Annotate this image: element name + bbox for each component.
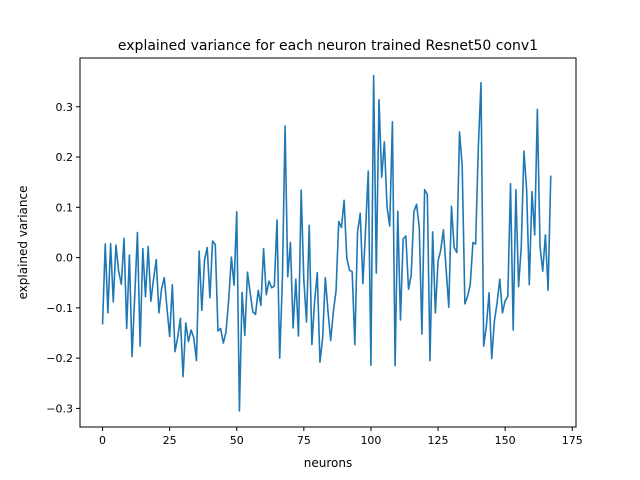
x-tick-label: 50 — [230, 434, 244, 447]
y-tick-label: 0.3 — [56, 101, 74, 114]
y-tick-label: 0.1 — [56, 201, 74, 214]
y-axis-label: explained variance — [16, 186, 30, 300]
plot-frame — [79, 57, 577, 428]
x-tick-label: 150 — [495, 434, 516, 447]
x-axis-label: neurons — [304, 456, 352, 470]
y-tick-label: 0.2 — [56, 151, 74, 164]
x-tick-label: 75 — [297, 434, 311, 447]
y-tick-label: −0.3 — [46, 402, 73, 415]
x-tick-label: 0 — [99, 434, 106, 447]
x-tick-label: 175 — [562, 434, 583, 447]
y-tick-label: −0.2 — [46, 352, 73, 365]
y-tick-label: −0.1 — [46, 302, 73, 315]
x-axis: 0 25 50 75 100 125 150 175 — [99, 427, 583, 447]
series-line — [101, 74, 552, 412]
chart-title: explained variance for each neuron train… — [118, 38, 538, 54]
x-tick-label: 25 — [163, 434, 177, 447]
x-tick-label: 125 — [428, 434, 449, 447]
plot-area — [101, 74, 552, 412]
y-tick-label: 0.0 — [56, 252, 74, 265]
x-tick-label: 100 — [360, 434, 381, 447]
y-axis: −0.3 −0.2 −0.1 0.0 0.1 0.2 0.3 — [46, 101, 80, 415]
